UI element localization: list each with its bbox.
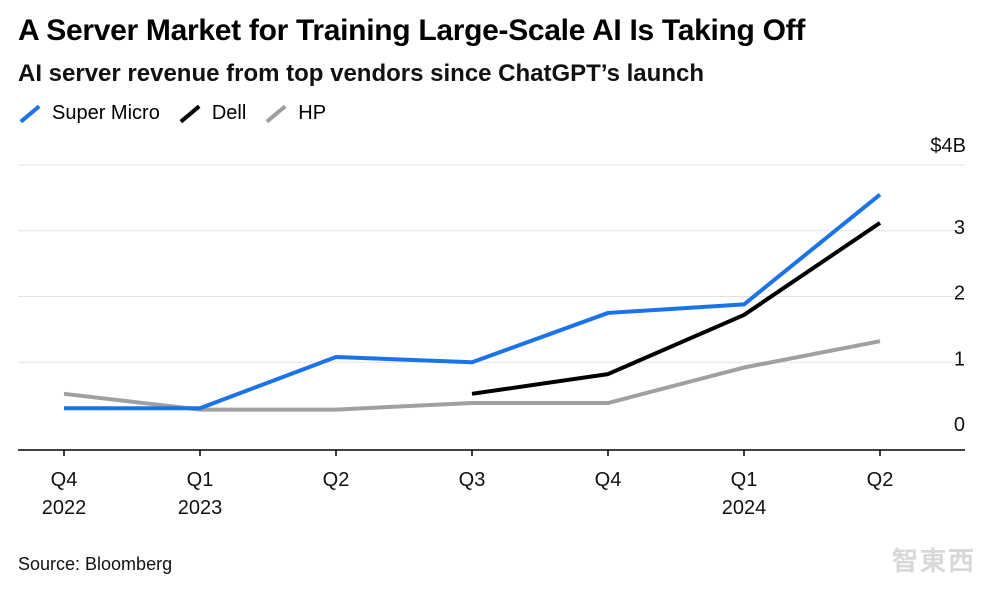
y-tick-label-0: 0 — [954, 414, 965, 436]
source-note: Source: Bloomberg — [18, 554, 173, 574]
y-tick-label-4: $4B — [930, 135, 966, 157]
x-tick-label-0: Q4 — [51, 469, 78, 491]
x-tick-label-1: Q1 — [187, 469, 214, 491]
x-tick-year-label-0: 2022 — [42, 497, 87, 519]
series-line-dell — [471, 221, 882, 396]
x-tick-label-3: Q3 — [459, 469, 486, 491]
legend-label-hp: HP — [298, 102, 327, 124]
legend-item-super-micro: Super Micro — [18, 102, 160, 125]
y-tick-label-2: 2 — [954, 283, 965, 305]
x-tick-label-5: Q1 — [731, 469, 758, 491]
y-tick-label-3: 3 — [954, 217, 965, 239]
x-tick-label-4: Q4 — [595, 469, 622, 491]
series-line-hp — [63, 339, 881, 412]
legend-label-super-micro: Super Micro — [52, 102, 160, 124]
x-tick-label-2: Q2 — [323, 469, 350, 491]
chart-subtitle: AI server revenue from top vendors since… — [18, 60, 704, 87]
series-line-super-micro — [64, 193, 882, 411]
chart-title: A Server Market for Training Large-Scale… — [18, 14, 806, 47]
legend: Super Micro Dell HP — [18, 102, 344, 125]
y-tick-label-1: 1 — [954, 348, 965, 370]
legend-label-dell: Dell — [211, 102, 247, 124]
x-tick-year-label-1: 2023 — [178, 497, 223, 519]
legend-item-dell: Dell — [178, 102, 246, 125]
x-tick-label-6: Q2 — [867, 469, 894, 491]
watermark-logo: 智東西 — [891, 547, 976, 577]
legend-item-hp: HP — [264, 102, 326, 125]
x-tick-year-label-5: 2024 — [722, 497, 767, 519]
